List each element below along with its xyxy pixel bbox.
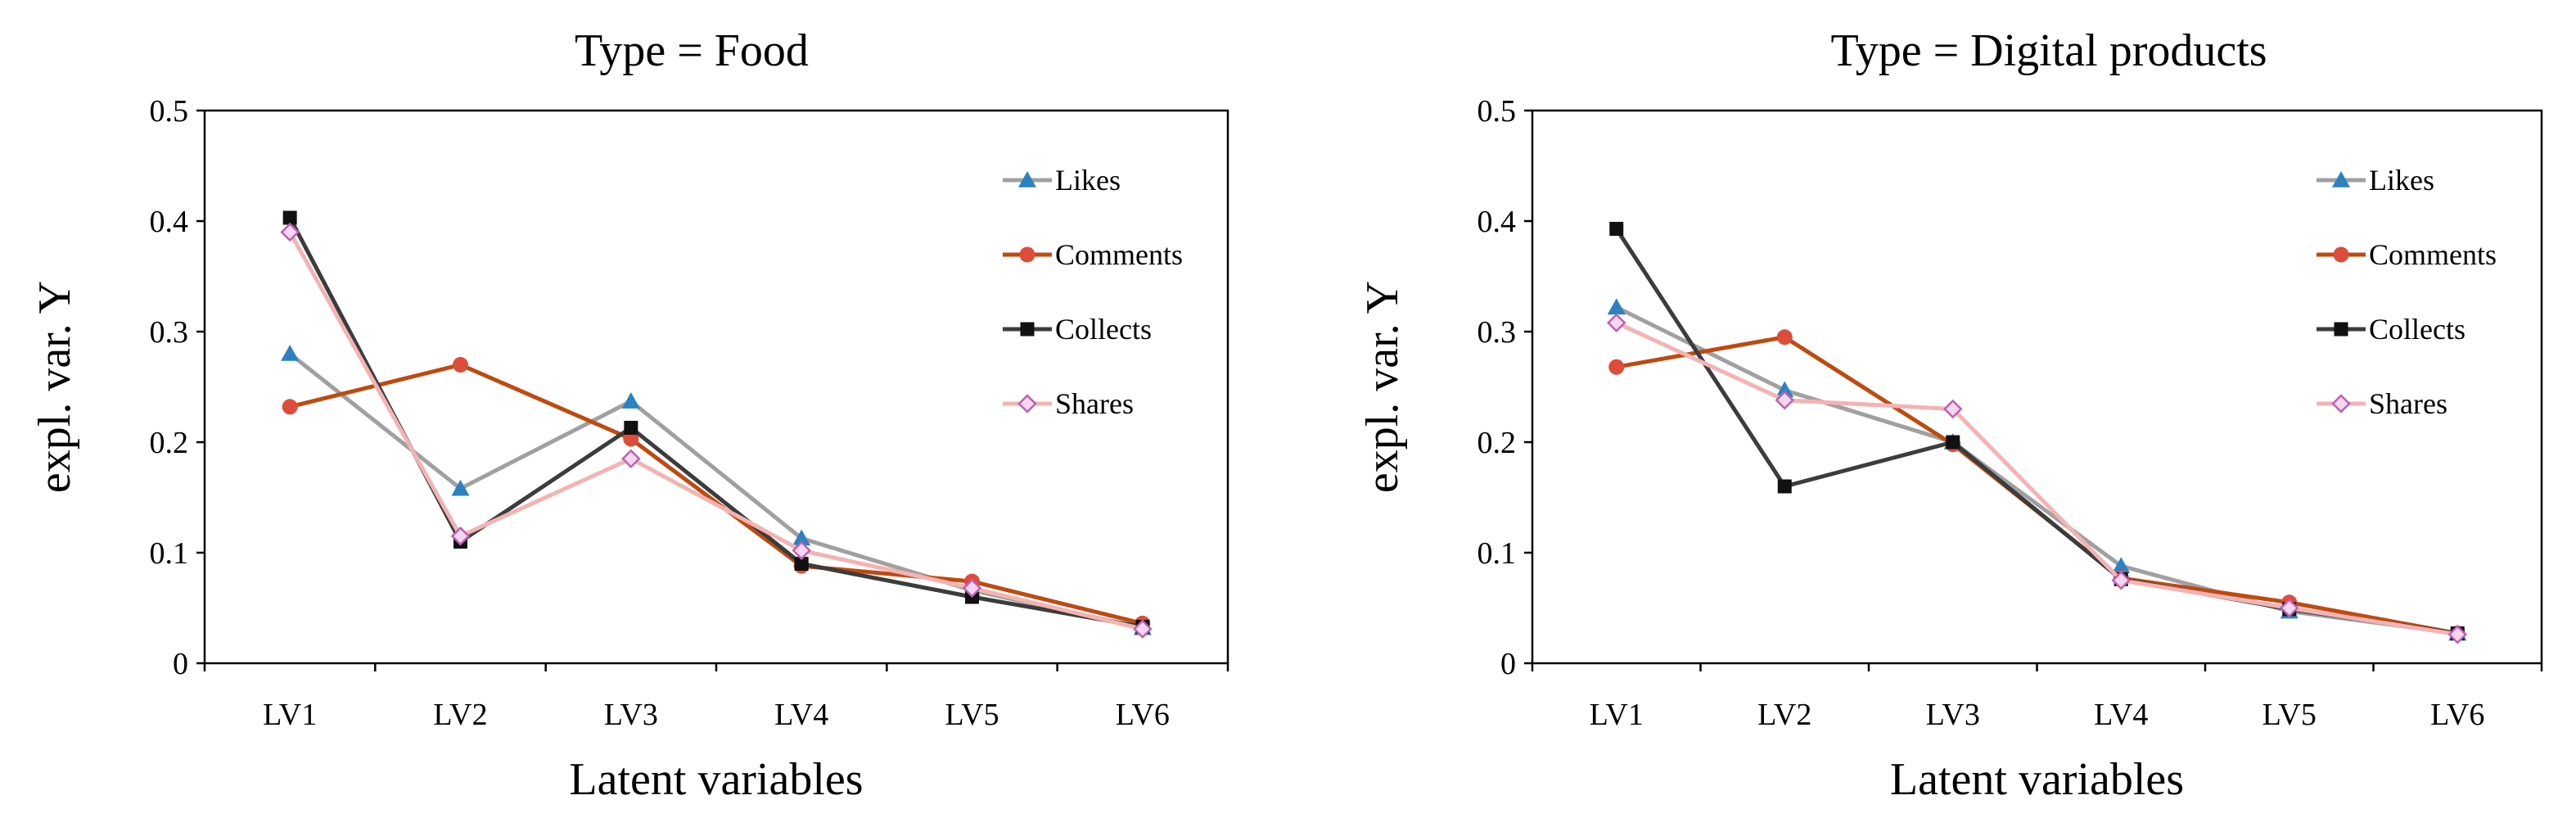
data-point — [794, 557, 809, 571]
data-point — [621, 392, 640, 409]
y-tick-label: 0.4 — [1477, 205, 1517, 239]
legend-marker — [1018, 171, 1036, 188]
x-tick-label: LV4 — [2094, 698, 2148, 732]
legend-marker — [2333, 246, 2349, 263]
legend: Likes Comments Collects Shares — [2317, 164, 2497, 420]
y-tick-label: 0.3 — [150, 315, 189, 350]
data-point — [1133, 619, 1153, 639]
y-tick-label: 0.3 — [1477, 315, 1517, 350]
series-line — [288, 352, 1144, 630]
legend-marker — [1020, 322, 1035, 337]
chart-panel-2: Type = Digital products 0 0.1 0.2 0.3 0.4 0.5 L… — [1357, 25, 2543, 805]
data-point — [962, 578, 982, 598]
y-tick-label: 0 — [173, 647, 188, 681]
y-tick-label: 0.1 — [150, 536, 189, 571]
x-tick-label: LV2 — [1757, 698, 1811, 732]
chart-title: Type = Food — [575, 25, 809, 76]
data-point — [451, 479, 470, 496]
data-point — [2447, 625, 2468, 644]
data-point — [792, 540, 811, 561]
legend-label: Shares — [1055, 387, 1134, 420]
x-tick-label: LV1 — [1590, 698, 1644, 732]
legend-label: Shares — [2369, 387, 2447, 420]
legend-label: Likes — [1055, 164, 1121, 197]
data-point — [624, 420, 638, 435]
data-point — [450, 526, 471, 546]
data-point — [1606, 313, 1626, 332]
x-tick-label: LV2 — [433, 698, 487, 732]
data-point — [1776, 329, 1793, 346]
y-axis-label: expl. var. Y — [1357, 281, 1408, 493]
chart-panel-1: Type = Food 0 0.1 0.2 0.3 0.4 0.5 LV1 LV2 LV3 LV4 L… — [29, 25, 1229, 805]
data-point — [792, 529, 811, 546]
data-point — [1775, 381, 1794, 398]
data-point — [1946, 435, 1960, 450]
y-axis-label: expl. var. Y — [29, 281, 80, 493]
y-tick-label: 0.2 — [150, 426, 189, 460]
x-tick-label: LV5 — [2262, 698, 2317, 732]
data-point — [280, 222, 300, 242]
series-collects — [1609, 221, 2465, 641]
legend-marker — [2334, 322, 2348, 337]
y-tick-label: 0.1 — [1477, 536, 1517, 571]
data-point — [282, 399, 298, 415]
y-tick-label: 0.5 — [150, 94, 189, 129]
x-axis-label: Latent variables — [569, 754, 863, 805]
legend-label: Likes — [2369, 164, 2434, 197]
y-tick-label: 0.2 — [1477, 426, 1517, 460]
data-point — [2112, 557, 2131, 573]
x-axis-label: Latent variables — [1890, 754, 2184, 805]
x-tick-label: LV1 — [263, 698, 317, 732]
legend-marker — [1017, 394, 1037, 414]
data-point — [623, 431, 639, 447]
series-line — [1615, 305, 2458, 636]
chart-title: Type = Digital products — [1830, 25, 2267, 76]
data-point — [282, 210, 297, 225]
legend-marker — [2332, 171, 2350, 188]
data-point — [453, 357, 468, 373]
data-point — [1609, 221, 1624, 236]
x-tick-label: LV6 — [1116, 698, 1170, 732]
data-point — [2111, 570, 2132, 590]
data-point — [1607, 298, 1626, 315]
x-tick-label: LV3 — [1926, 698, 1980, 732]
x-tick-label: LV6 — [2430, 698, 2484, 732]
data-point — [1775, 390, 1795, 410]
series-line — [287, 216, 1144, 629]
legend-label: Collects — [2369, 313, 2465, 346]
legend: Likes Comments Collects Shares — [1003, 164, 1183, 420]
series-collects — [282, 210, 1150, 634]
x-tick-label: LV5 — [945, 698, 999, 732]
series-shares — [280, 222, 1153, 639]
legend-label: Comments — [2369, 238, 2497, 271]
y-tick-label: 0 — [1500, 647, 1516, 681]
series-shares — [1606, 313, 2468, 644]
series-likes — [1607, 298, 2467, 641]
x-tick-label: LV4 — [774, 698, 828, 732]
data-point — [281, 345, 300, 361]
y-tick-label: 0.4 — [150, 205, 189, 239]
legend-marker — [2331, 394, 2351, 414]
data-point — [621, 449, 641, 469]
legend-marker — [1019, 246, 1035, 263]
data-point — [1777, 479, 1792, 494]
series-line — [1615, 320, 2458, 637]
series-line — [287, 231, 1144, 631]
data-point — [1608, 359, 1625, 375]
series-line — [1614, 228, 2458, 636]
legend-label: Collects — [1055, 313, 1152, 346]
y-tick-label: 0.5 — [1477, 94, 1517, 129]
data-point — [2279, 598, 2299, 618]
data-point — [1942, 399, 1963, 419]
x-tick-label: LV3 — [604, 698, 658, 732]
legend-label: Comments — [1055, 238, 1183, 271]
